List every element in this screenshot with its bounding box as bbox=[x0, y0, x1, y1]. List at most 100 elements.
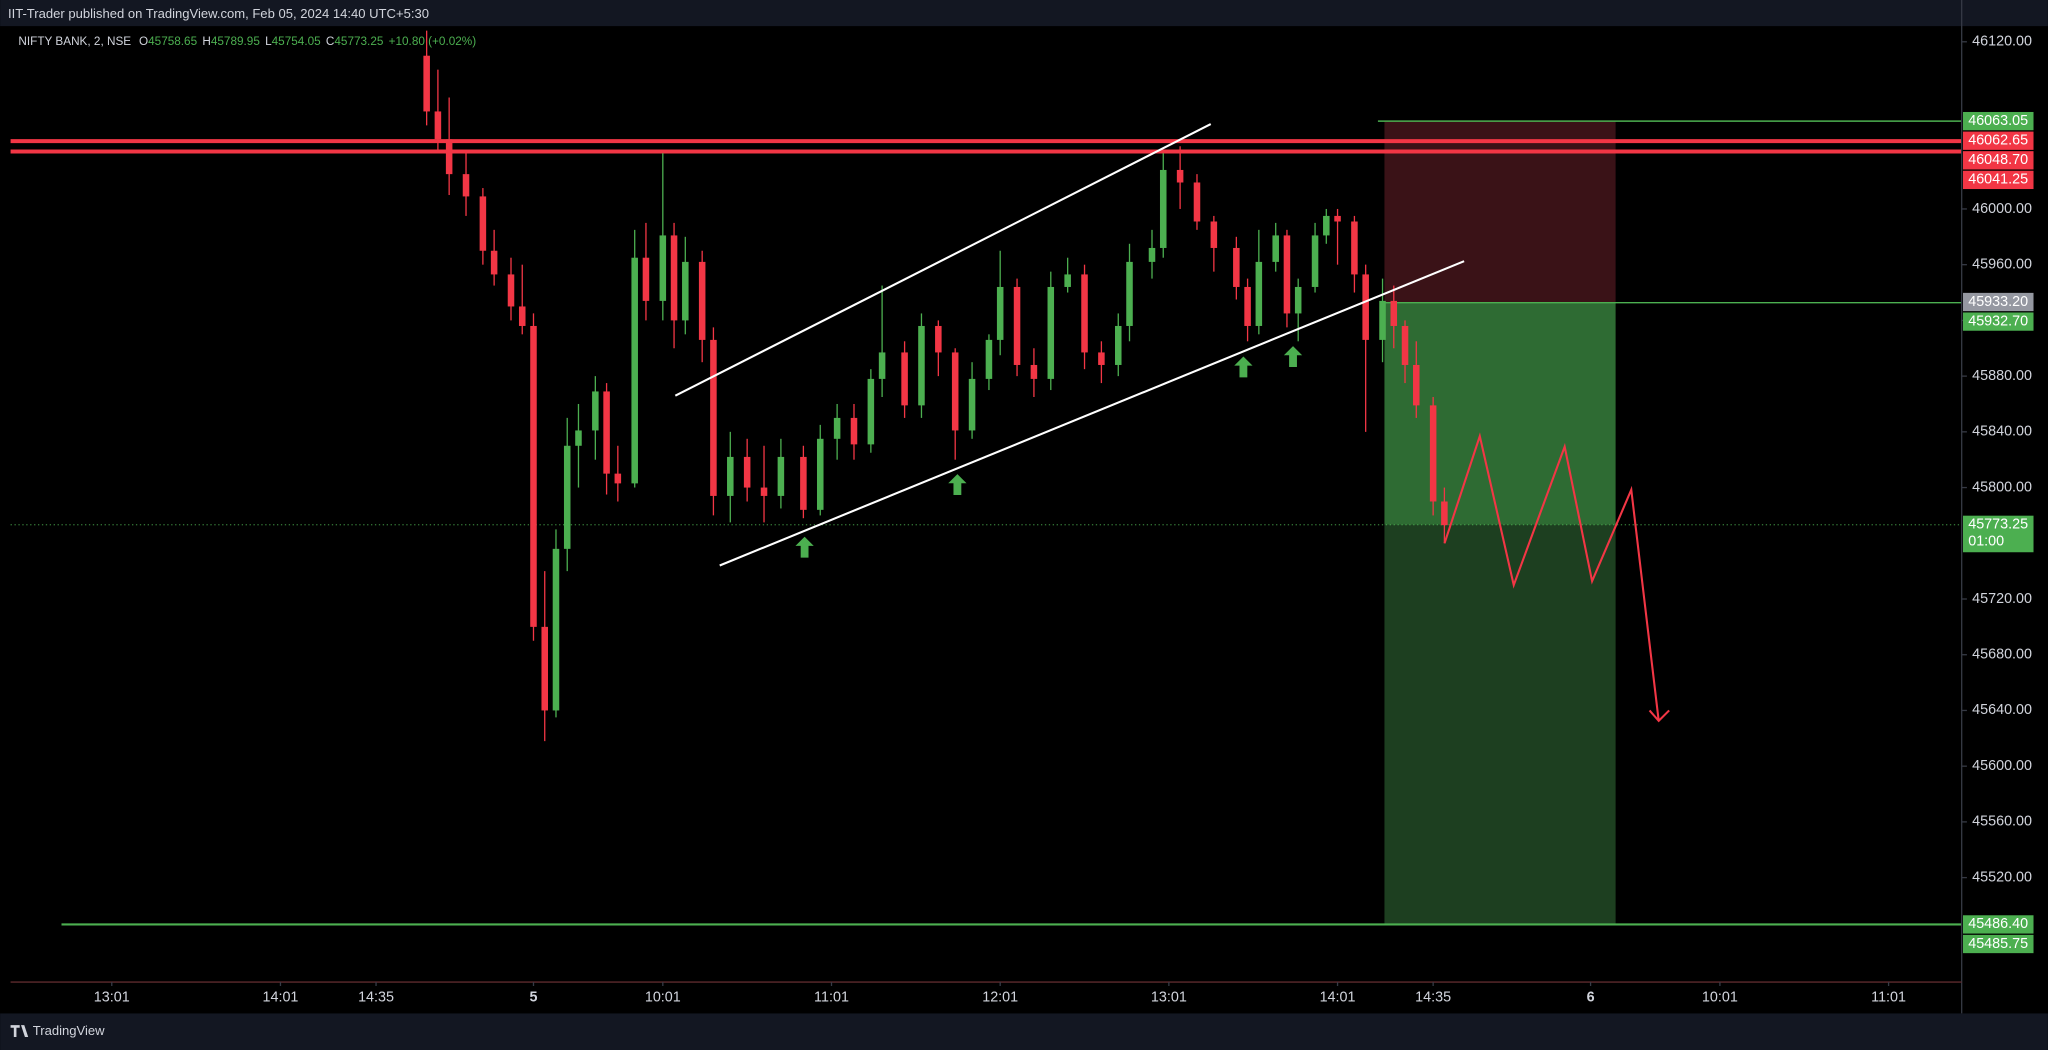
candle-body bbox=[1030, 364, 1038, 379]
publish-info: IIT-Trader published on TradingView.com,… bbox=[8, 6, 429, 21]
candle-body bbox=[631, 257, 638, 484]
candle-body bbox=[507, 274, 515, 307]
up-arrow bbox=[1234, 356, 1253, 378]
candle-body bbox=[1210, 221, 1218, 248]
candle-body bbox=[951, 352, 959, 431]
price-label-box bbox=[1962, 170, 2034, 190]
y-tick-label: 45520.00 bbox=[1972, 869, 2032, 885]
up-arrow bbox=[1283, 346, 1303, 367]
candle-body bbox=[592, 391, 599, 431]
x-tick-label: 13:01 bbox=[1151, 990, 1187, 1006]
y-tick-label: 45640.00 bbox=[1972, 702, 2032, 718]
price-label-box bbox=[1962, 151, 2034, 170]
candle-body bbox=[1283, 235, 1291, 314]
candle-body bbox=[490, 250, 498, 275]
price-label: 45486.40 bbox=[1968, 916, 2028, 932]
x-tick-label: 6 bbox=[1587, 990, 1595, 1006]
candle-body bbox=[1159, 169, 1167, 248]
candle-body bbox=[833, 417, 841, 439]
legend-key: O bbox=[139, 35, 148, 48]
candle-body bbox=[1311, 235, 1319, 287]
candle-body bbox=[878, 352, 886, 379]
price-label: 45933.20 bbox=[1968, 294, 2028, 310]
channel-lower bbox=[719, 260, 1465, 567]
x-tick-label: 14:35 bbox=[358, 990, 394, 1006]
price-label: 45773.25 bbox=[1968, 517, 2028, 533]
candle-body bbox=[816, 438, 824, 510]
candle-body bbox=[901, 352, 908, 406]
candle-body bbox=[541, 626, 549, 711]
legend-value: 45758.65 bbox=[148, 35, 197, 48]
legend-key: C bbox=[326, 35, 335, 48]
legend-value: 45754.05 bbox=[272, 35, 321, 48]
candle-body bbox=[918, 325, 925, 406]
price-label: 46041.25 bbox=[1968, 172, 2028, 188]
candle-body bbox=[1013, 286, 1021, 365]
candle-body bbox=[1334, 215, 1341, 222]
candle-body bbox=[1064, 274, 1071, 287]
countdown: 01:00 bbox=[1968, 534, 2004, 550]
candle-body bbox=[614, 473, 622, 484]
x-tick-label: 10:01 bbox=[1702, 990, 1738, 1006]
candle-body bbox=[867, 378, 875, 445]
price-label-box bbox=[1962, 915, 2034, 934]
price-label: 45932.70 bbox=[1968, 313, 2028, 329]
candle-body bbox=[985, 339, 993, 379]
reward-zone bbox=[1384, 524, 1616, 925]
candle-body bbox=[1272, 235, 1279, 262]
legend: NIFTY BANK, 2, NSE O45758.65 H45789.95 L457… bbox=[18, 35, 476, 48]
candle-body bbox=[698, 261, 706, 340]
candle-body bbox=[710, 339, 717, 496]
projected-path bbox=[1443, 432, 1660, 722]
candle-body bbox=[1176, 169, 1184, 183]
y-tick-label: 46000.00 bbox=[1972, 201, 2032, 217]
candle-body bbox=[935, 325, 942, 353]
candle-body bbox=[1351, 221, 1358, 275]
candle-body bbox=[850, 417, 858, 445]
candle-body bbox=[760, 487, 768, 496]
x-tick-label: 14:01 bbox=[262, 990, 298, 1006]
legend-value: 45789.95 bbox=[211, 35, 260, 48]
candle-body bbox=[1098, 352, 1105, 365]
y-tick-label: 46120.00 bbox=[1972, 34, 2032, 50]
candle-body bbox=[1441, 501, 1448, 526]
price-label-box bbox=[1962, 292, 2034, 312]
candle-body bbox=[996, 286, 1004, 340]
candle-body bbox=[518, 306, 526, 326]
candle-body bbox=[1233, 247, 1240, 287]
legend-key: L bbox=[265, 35, 272, 48]
price-label: 46048.70 bbox=[1968, 152, 2028, 168]
price-label-box bbox=[1962, 312, 2034, 331]
x-tick-label: 14:01 bbox=[1320, 990, 1356, 1006]
price-label: 46062.65 bbox=[1968, 133, 2028, 149]
risk-zone bbox=[1384, 121, 1616, 303]
candle-body bbox=[552, 548, 560, 711]
layers bbox=[10, 30, 1962, 926]
candle-body bbox=[530, 325, 537, 627]
candle-body bbox=[1401, 325, 1409, 365]
candle-body bbox=[1047, 286, 1055, 379]
candle-body bbox=[575, 430, 582, 446]
candle-body bbox=[968, 378, 976, 431]
legend-key: H bbox=[202, 35, 211, 48]
candle-body bbox=[1148, 247, 1156, 262]
candle-body bbox=[727, 456, 734, 496]
candle-body bbox=[479, 196, 487, 251]
y-tick-label: 45560.00 bbox=[1972, 814, 2032, 830]
candle-body bbox=[659, 235, 667, 301]
y-tick-label: 45720.00 bbox=[1972, 591, 2032, 607]
candle-body bbox=[800, 456, 807, 510]
projected-arrowhead bbox=[1648, 709, 1670, 723]
candle-body bbox=[603, 391, 610, 474]
candle-body bbox=[670, 235, 678, 321]
candle-body bbox=[563, 445, 571, 549]
brand-logo bbox=[10, 1025, 29, 1037]
signal-arrows bbox=[795, 346, 1303, 558]
candle-body bbox=[1114, 325, 1122, 365]
brand-name: TradingView bbox=[33, 1023, 105, 1038]
candle-body bbox=[1294, 286, 1302, 314]
x-tick-label: 11:01 bbox=[1871, 990, 1906, 1006]
x-tick-label: 10:01 bbox=[645, 990, 681, 1006]
channel bbox=[674, 123, 1465, 567]
